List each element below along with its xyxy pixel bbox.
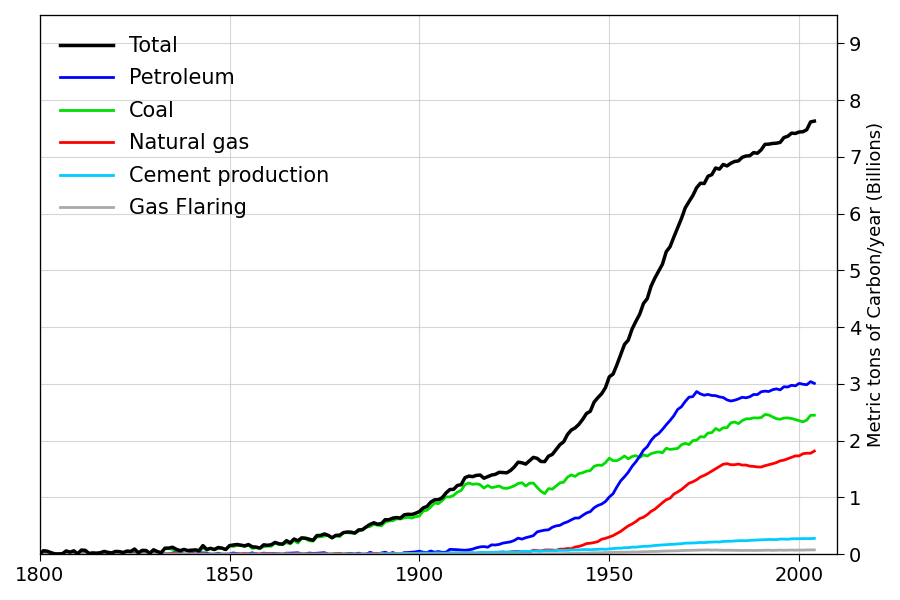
Natural gas xyxy=(460,549,471,556)
Petroleum xyxy=(505,538,516,545)
Line: Cement production: Cement production xyxy=(40,538,814,554)
Gas Flaring xyxy=(464,551,474,558)
Gas Flaring xyxy=(744,547,755,554)
Natural gas xyxy=(505,548,516,556)
Coal xyxy=(133,549,144,556)
Total xyxy=(524,457,535,464)
Gas Flaring xyxy=(508,551,519,558)
Line: Coal: Coal xyxy=(40,415,814,554)
Total xyxy=(464,472,474,479)
Gas Flaring xyxy=(38,551,49,558)
Petroleum xyxy=(741,394,751,401)
Cement production xyxy=(34,550,45,557)
Cement production xyxy=(744,537,755,544)
Total xyxy=(809,118,820,125)
Natural gas xyxy=(809,448,820,455)
Coal xyxy=(505,484,516,491)
Cement production xyxy=(809,535,820,542)
Petroleum xyxy=(34,551,45,558)
Cement production xyxy=(38,551,49,558)
Gas Flaring xyxy=(34,551,45,558)
Total xyxy=(53,550,64,557)
Natural gas xyxy=(741,461,751,469)
Petroleum xyxy=(809,380,820,387)
Total xyxy=(508,463,519,470)
Total xyxy=(34,550,45,557)
Gas Flaring xyxy=(524,551,535,558)
Y-axis label: Metric tons of Carbon/year (Billions): Metric tons of Carbon/year (Billions) xyxy=(867,122,885,447)
Natural gas xyxy=(34,551,45,558)
Coal xyxy=(460,481,471,488)
Gas Flaring xyxy=(562,550,573,557)
Petroleum xyxy=(133,551,144,558)
Line: Natural gas: Natural gas xyxy=(40,451,814,554)
Line: Petroleum: Petroleum xyxy=(40,382,814,554)
Coal xyxy=(809,412,820,419)
Total xyxy=(562,431,573,438)
Petroleum xyxy=(806,378,816,385)
Coal xyxy=(34,551,45,558)
Natural gas xyxy=(133,551,144,558)
Total xyxy=(744,152,755,160)
Natural gas xyxy=(520,548,531,555)
Petroleum xyxy=(520,534,531,541)
Petroleum xyxy=(460,547,471,554)
Cement production xyxy=(464,549,474,556)
Cement production xyxy=(137,551,148,558)
Cement production xyxy=(508,548,519,556)
Petroleum xyxy=(558,520,569,527)
Coal xyxy=(741,415,751,422)
Line: Total: Total xyxy=(40,121,814,554)
Coal xyxy=(760,411,770,418)
Legend: Total, Petroleum, Coal, Natural gas, Cement production, Gas Flaring: Total, Petroleum, Coal, Natural gas, Cem… xyxy=(50,25,340,229)
Coal xyxy=(520,482,531,490)
Total xyxy=(137,547,148,554)
Gas Flaring xyxy=(809,546,820,553)
Cement production xyxy=(524,548,535,555)
Natural gas xyxy=(558,545,569,553)
Line: Gas Flaring: Gas Flaring xyxy=(40,550,814,554)
Coal xyxy=(558,479,569,486)
Cement production xyxy=(562,547,573,554)
Gas Flaring xyxy=(137,550,148,557)
